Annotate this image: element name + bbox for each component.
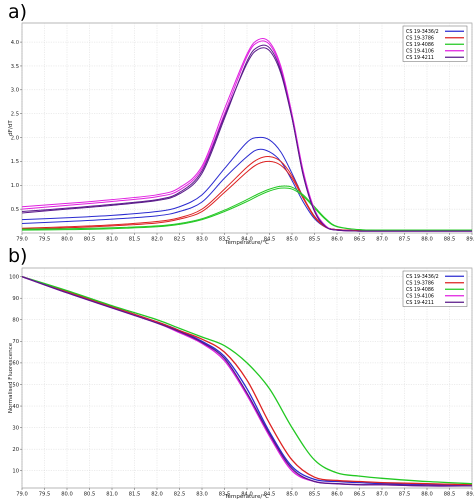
y-tick-label: 0.5 <box>11 207 19 213</box>
x-axis-title: Temperature/°C <box>224 240 269 246</box>
x-tick-label: 87.0 <box>376 237 388 243</box>
y-tick-label: 100 <box>9 274 19 280</box>
series-line-3 <box>22 276 472 485</box>
legend-label: CS 19-4211 <box>406 55 434 61</box>
x-tick-label: 81.5 <box>129 237 141 243</box>
x-tick-label: 87.5 <box>399 237 411 243</box>
y-tick-label: 4.0 <box>11 40 19 46</box>
x-tick-label: 86.0 <box>331 237 343 243</box>
series-line-10 <box>22 44 472 232</box>
y-axis-title: dF/dT <box>8 120 14 136</box>
plot-area <box>21 22 473 234</box>
y-tick-label: 50 <box>12 382 19 388</box>
x-tick-label: 85.0 <box>286 237 298 243</box>
y-tick-label: 2.0 <box>11 135 19 141</box>
y-tick-label: 60 <box>12 361 19 367</box>
panel-a-letter: a) <box>8 1 27 23</box>
legend-label: CS 19-3436/2 <box>406 29 439 35</box>
legend-label: CS 19-4106 <box>406 48 434 54</box>
x-tick-label: 82.5 <box>174 237 186 243</box>
x-tick-label: 79.5 <box>39 492 51 498</box>
y-axis-title: Normalised Fluorescence <box>8 342 14 413</box>
x-tick-label: 80.5 <box>84 237 96 243</box>
x-tick-label: 87.0 <box>376 492 388 498</box>
x-tick-label: 82.5 <box>174 492 186 498</box>
x-tick-label: 85.5 <box>309 492 321 498</box>
x-tick-label: 86.0 <box>331 492 343 498</box>
x-tick-label: 84.0 <box>241 237 253 243</box>
y-tick-label: 3.0 <box>11 88 19 94</box>
x-tick-label: 84.5 <box>264 492 276 498</box>
x-axis-title: Temperature/°C <box>224 494 269 500</box>
y-tick-label: 70 <box>12 339 19 345</box>
x-tick-label: 87.5 <box>399 492 411 498</box>
y-tick-label: 90 <box>12 296 19 302</box>
x-tick-label: 80.0 <box>61 492 73 498</box>
x-tick-label: 81.5 <box>129 492 141 498</box>
x-tick-label: 85.5 <box>309 237 321 243</box>
y-tick-label: 1.5 <box>11 159 19 165</box>
x-tick-label: 89.0 <box>466 492 474 498</box>
x-tick-label: 82.0 <box>151 237 163 243</box>
legend-label: CS 19-4106 <box>406 293 434 299</box>
x-tick-label: 81.0 <box>106 237 118 243</box>
series-line-5 <box>22 276 472 487</box>
y-tick-label: 40 <box>12 404 19 410</box>
x-tick-label: 80.5 <box>84 492 96 498</box>
legend-label: CS 19-3786 <box>406 280 434 286</box>
x-tick-label: 83.0 <box>196 237 208 243</box>
legend-label: CS 19-4086 <box>406 287 434 293</box>
x-tick-label: 83.5 <box>219 237 231 243</box>
panel-a: a) 79.0 79.5 80.0 80.5 81.0 81.5 82.0 82.5 83.0 8… <box>8 1 474 246</box>
x-tick-label: 80.0 <box>61 237 73 243</box>
x-tick-label: 83.0 <box>196 492 208 498</box>
legend-label: CS 19-3786 <box>406 35 434 41</box>
x-tick-label: 84.0 <box>241 492 253 498</box>
x-tick-label: 79.5 <box>39 237 51 243</box>
series-line-2 <box>22 276 472 486</box>
x-tick-label: 88.5 <box>444 492 456 498</box>
y-tick-label: 10 <box>12 469 19 475</box>
legend-label: CS 19-4086 <box>406 42 434 48</box>
y-tick-label: 2.5 <box>11 111 19 117</box>
x-tick-label: 84.5 <box>264 237 276 243</box>
x-tick-label: 89.0 <box>466 237 474 243</box>
y-tick-label: 1.0 <box>11 183 19 189</box>
y-tick-label: 20 <box>12 447 19 453</box>
x-tick-label: 86.5 <box>354 237 366 243</box>
x-tick-label: 82.0 <box>151 492 163 498</box>
legend-label: CS 19-3436/2 <box>406 274 439 280</box>
x-tick-label: 79.0 <box>16 492 28 498</box>
x-tick-label: 79.0 <box>16 237 28 243</box>
panel-b-letter: b) <box>8 245 27 267</box>
x-tick-label: 88.0 <box>421 237 433 243</box>
x-tick-label: 86.5 <box>354 492 366 498</box>
x-tick-label: 88.5 <box>444 237 456 243</box>
series-line-6 <box>22 187 472 231</box>
y-tick-label: 80 <box>12 318 19 324</box>
x-tick-label: 88.0 <box>421 492 433 498</box>
panel-b: b) 79.0 79.5 80.0 80.5 81.0 81.5 82.0 82.5 83.0 8… <box>8 245 474 500</box>
y-tick-label: 30 <box>12 425 19 431</box>
x-tick-label: 81.0 <box>106 492 118 498</box>
legend-label: CS 19-4211 <box>406 300 434 306</box>
x-tick-label: 83.5 <box>219 492 231 498</box>
x-tick-label: 85.0 <box>286 492 298 498</box>
y-tick-label: 3.5 <box>11 64 19 70</box>
